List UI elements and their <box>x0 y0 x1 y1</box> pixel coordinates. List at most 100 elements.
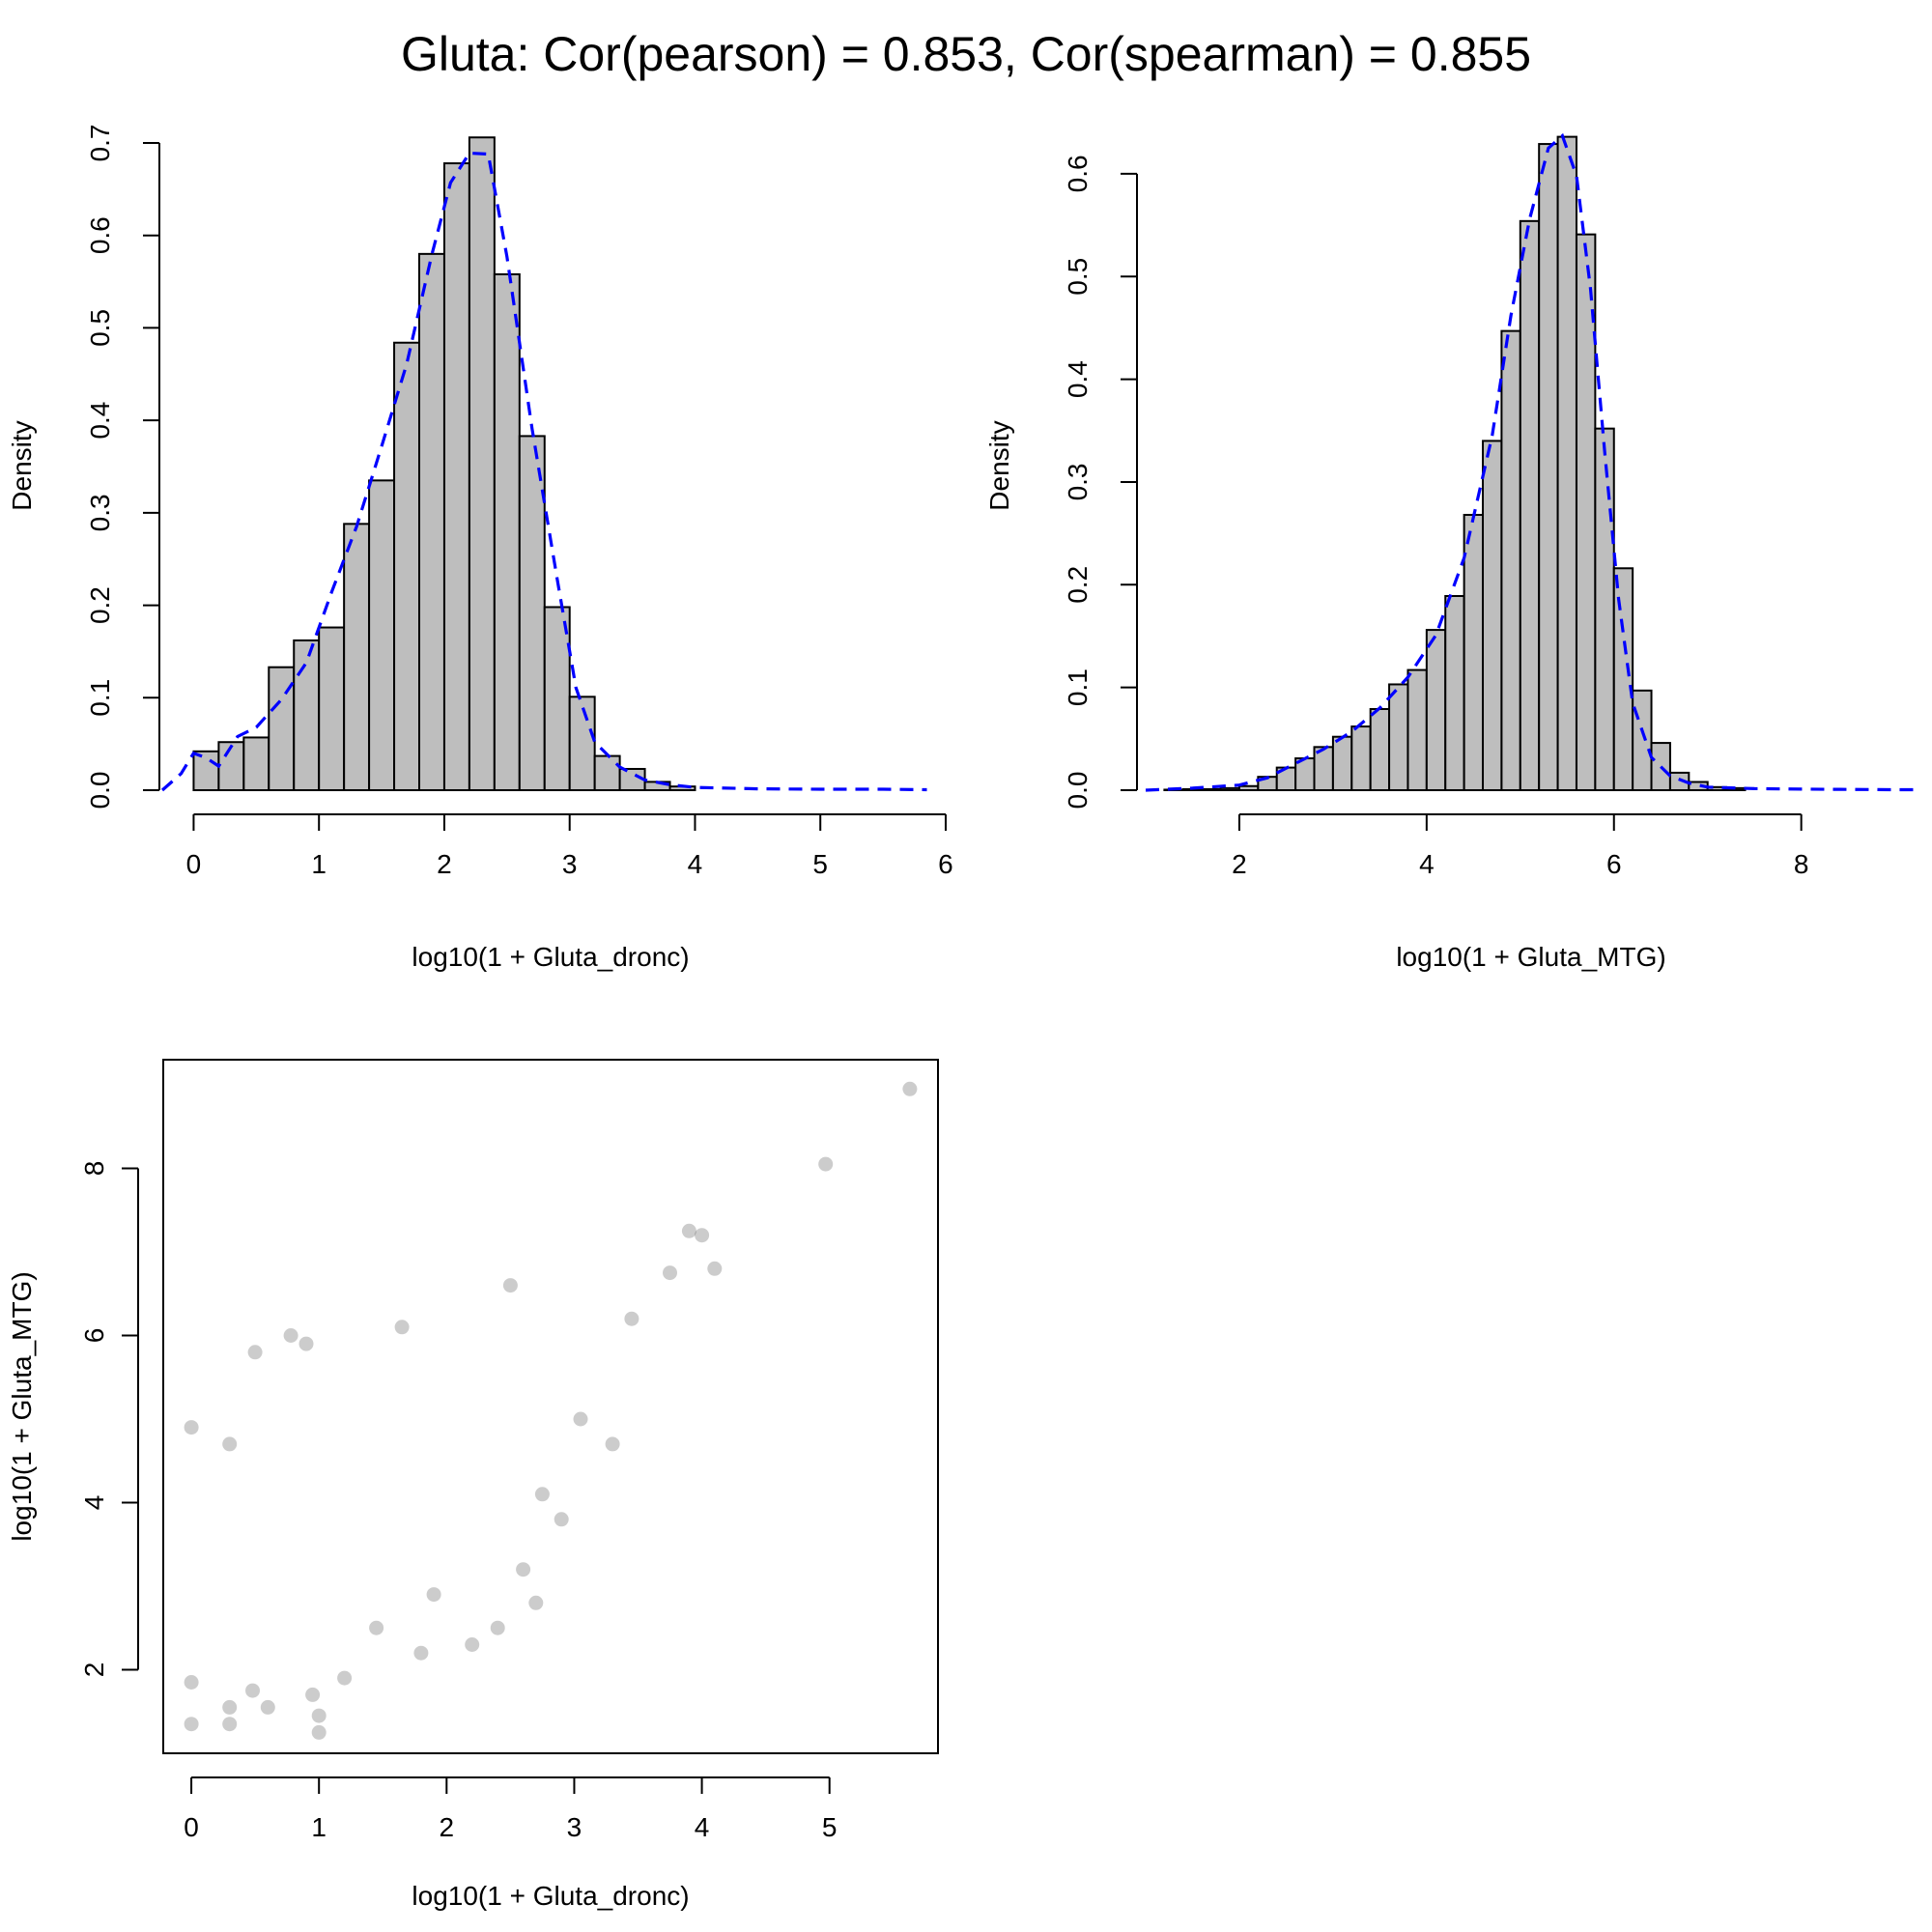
histogram-mtg-x-axis: 2 4 6 8 <box>1232 813 1809 879</box>
scatter-point <box>222 1699 238 1715</box>
scatter-point <box>337 1670 353 1686</box>
histogram-dronc-density-line <box>160 151 927 792</box>
scatter-point <box>695 1228 710 1243</box>
histogram-mtg-panel: 2 4 6 8 0.0 0.1 0.2 0.3 0.4 0.5 0.6 log10(1 + Glu… <box>984 132 1914 972</box>
scatter-point <box>663 1265 677 1281</box>
histogram-mtg-y-tick-label: 0.6 <box>1063 155 1093 192</box>
histogram-mtg-bar <box>1201 787 1222 792</box>
scatter-point <box>818 1156 834 1172</box>
scatter-point <box>490 1620 505 1635</box>
scatter-point <box>426 1587 441 1603</box>
histogram-mtg-x-tick-label: 8 <box>1794 849 1809 879</box>
scatter-point <box>298 1336 314 1351</box>
histogram-dronc-y-tick-label: 0.6 <box>85 216 115 254</box>
histogram-mtg-bar <box>1388 683 1409 792</box>
histogram-mtg-y-tick-label: 0.2 <box>1063 566 1093 604</box>
histogram-dronc-x-label: log10(1 + Gluta_dronc) <box>412 942 689 972</box>
histogram-dronc-bar <box>568 696 596 791</box>
histogram-dronc-y-tick-label: 0.2 <box>85 586 115 624</box>
histogram-mtg-bars <box>1163 135 1747 792</box>
histogram-dronc-y-tick-label: 0.0 <box>85 772 115 810</box>
histogram-dronc-bar <box>318 626 346 791</box>
histogram-dronc-x-tick-label: 0 <box>186 849 202 879</box>
histogram-mtg-bar <box>1650 742 1671 791</box>
histogram-mtg-y-label: Density <box>984 420 1014 510</box>
scatter-point <box>184 1420 199 1435</box>
histogram-dronc-bar <box>442 162 470 792</box>
histogram-mtg-bar <box>1331 735 1353 792</box>
scatter-point <box>707 1261 723 1276</box>
scatter-points <box>184 1081 918 1740</box>
scatter-point <box>465 1637 480 1652</box>
histogram-dronc-x-axis: 0 1 2 3 4 5 6 <box>186 813 953 879</box>
histogram-dronc-bar <box>293 639 321 792</box>
scatter-x-tick-label: 4 <box>695 1812 710 1842</box>
histogram-dronc-bar <box>393 341 420 791</box>
scatter-point <box>369 1620 384 1635</box>
scatter-point <box>283 1328 298 1343</box>
histogram-mtg-bar <box>1482 440 1503 791</box>
scatter-x-tick-label: 3 <box>567 1812 582 1842</box>
histogram-dronc-x-tick-label: 5 <box>812 849 828 879</box>
scatter-x-tick-label: 1 <box>311 1812 327 1842</box>
histogram-dronc-x-tick-label: 3 <box>562 849 578 879</box>
scatter-y-label: log10(1 + Gluta_MTG) <box>7 1271 37 1541</box>
scatter-x-axis: 0 1 2 3 4 5 <box>184 1776 838 1842</box>
scatter-x-tick-label: 0 <box>184 1812 199 1842</box>
histogram-dronc-x-tick-label: 1 <box>311 849 327 879</box>
scatter-panel: 0 1 2 3 4 5 2 4 6 8 log10(1 + Gluta_dronc) log10… <box>7 1059 939 1911</box>
scatter-y-tick-label: 2 <box>79 1662 109 1678</box>
histogram-mtg-y-tick-label: 0.1 <box>1063 668 1093 706</box>
histogram-dronc-y-tick-label: 0.5 <box>85 309 115 347</box>
histogram-mtg-bar <box>1632 689 1653 791</box>
scatter-point <box>311 1724 327 1740</box>
histogram-dronc-bars <box>192 136 696 792</box>
histogram-dronc-bar <box>343 523 371 791</box>
histogram-mtg-bar <box>1406 668 1428 791</box>
histogram-dronc-bar <box>418 252 445 792</box>
scatter-point <box>184 1717 199 1732</box>
histogram-dronc-bar <box>368 479 396 791</box>
scatter-point <box>554 1512 569 1527</box>
histogram-mtg-bar <box>1519 219 1541 792</box>
histogram-mtg-bar <box>1237 784 1260 792</box>
scatter-point <box>502 1278 518 1293</box>
histogram-dronc-bar <box>468 136 496 791</box>
scatter-y-axis: 2 4 6 8 <box>79 1161 139 1678</box>
histogram-dronc-bar <box>543 606 571 791</box>
scatter-x-tick-label: 5 <box>822 1812 838 1842</box>
histogram-dronc-x-tick-label: 6 <box>938 849 953 879</box>
scatter-point <box>534 1487 550 1502</box>
histogram-mtg-y-axis: 0.0 0.1 0.2 0.3 0.4 0.5 0.6 <box>1063 155 1138 810</box>
histogram-mtg-bar <box>1556 135 1577 792</box>
histogram-dronc-bar <box>242 736 270 792</box>
scatter-point <box>624 1311 639 1326</box>
histogram-dronc-bar <box>192 750 220 791</box>
scatter-point <box>247 1345 263 1360</box>
histogram-mtg-bar <box>1425 629 1447 791</box>
histogram-mtg-x-tick-label: 2 <box>1232 849 1247 879</box>
histogram-dronc-y-tick-label: 0.3 <box>85 494 115 531</box>
scatter-x-label: log10(1 + Gluta_dronc) <box>412 1881 689 1911</box>
histogram-mtg-y-tick-label: 0.0 <box>1063 772 1093 810</box>
histogram-dronc-y-tick-label: 0.7 <box>85 125 115 162</box>
scatter-point <box>605 1436 620 1452</box>
histogram-dronc-panel: 0 1 2 3 4 5 6 0.0 0.1 0.2 0.3 0.4 0.5 0.6 0.7 log10(1… <box>7 125 953 972</box>
histogram-dronc-bar <box>518 435 546 791</box>
histogram-mtg-bar <box>1350 725 1372 791</box>
histogram-mtg-x-tick-label: 4 <box>1419 849 1435 879</box>
histogram-mtg-bar <box>1369 707 1391 792</box>
scatter-point <box>311 1708 327 1723</box>
histogram-mtg-bar <box>1219 786 1240 791</box>
histogram-mtg-y-tick-label: 0.4 <box>1063 360 1093 398</box>
histogram-dronc-bar <box>593 754 621 791</box>
histogram-dronc-density-curve <box>160 151 927 792</box>
histogram-mtg-bar <box>1612 567 1634 791</box>
scatter-point <box>222 1436 238 1452</box>
scatter-point <box>260 1699 275 1715</box>
scatter-point <box>516 1562 531 1577</box>
histogram-mtg-bar <box>1463 513 1485 791</box>
histogram-mtg-bar <box>1594 427 1615 791</box>
scatter-plot-box <box>162 1059 939 1754</box>
